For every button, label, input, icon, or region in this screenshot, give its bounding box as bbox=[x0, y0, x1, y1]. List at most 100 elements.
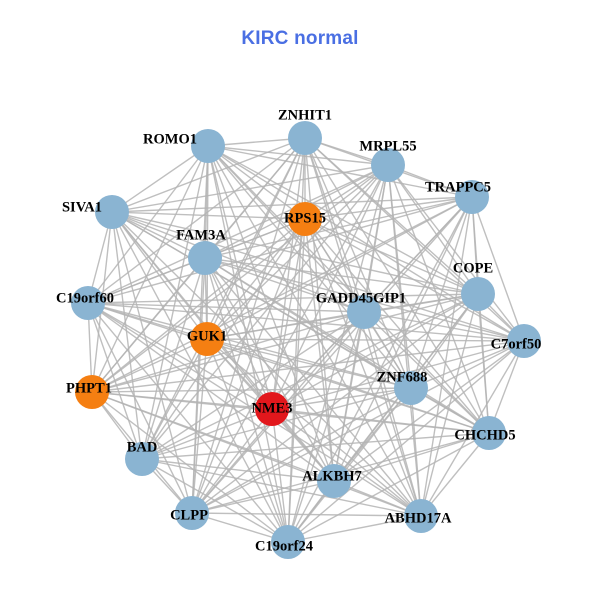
graph-edge bbox=[91, 391, 289, 543]
graph-edge bbox=[111, 211, 143, 460]
graph-node-label-c19orf24: C19orf24 bbox=[255, 538, 313, 554]
graph-edge bbox=[204, 196, 473, 259]
graph-edge bbox=[111, 211, 306, 220]
graph-node-label-trappc5: TRAPPC5 bbox=[425, 179, 491, 195]
graph-edge bbox=[204, 257, 479, 295]
graph-edge bbox=[191, 512, 422, 517]
graph-edge bbox=[304, 137, 490, 434]
graph-edge bbox=[304, 218, 335, 482]
graph-edge bbox=[420, 196, 473, 517]
graph-node-label-bad: BAD bbox=[127, 439, 158, 455]
graph-edge bbox=[141, 458, 289, 543]
graph-edge bbox=[207, 145, 306, 220]
graph-node-label-romo1: ROMO1 bbox=[143, 131, 197, 147]
graph-node-label-guk1: GUK1 bbox=[187, 328, 227, 344]
graph-node-trappc5[interactable] bbox=[455, 180, 489, 214]
graph-edge bbox=[333, 432, 490, 482]
graph-edge bbox=[91, 391, 422, 517]
graph-node-guk1[interactable] bbox=[190, 322, 224, 356]
graph-node-alkbh7[interactable] bbox=[317, 464, 351, 498]
graph-edge bbox=[304, 137, 412, 389]
graph-node-label-siva1: SIVA1 bbox=[62, 199, 102, 215]
graph-edge bbox=[111, 164, 389, 213]
graph-edge bbox=[141, 458, 335, 482]
graph-edge bbox=[111, 211, 289, 543]
graph-edge bbox=[410, 196, 473, 389]
graph-edge bbox=[206, 338, 412, 389]
graph-node-bad[interactable] bbox=[125, 442, 159, 476]
graph-node-label-nme3: NME3 bbox=[251, 400, 292, 416]
graph-node-fam3a[interactable] bbox=[188, 241, 222, 275]
graph-node-label-znf688: ZNF688 bbox=[377, 369, 428, 385]
graph-node-siva1[interactable] bbox=[95, 195, 129, 229]
graph-edge bbox=[204, 257, 422, 517]
graph-node-znf688[interactable] bbox=[394, 371, 428, 405]
graph-node-mrpl55[interactable] bbox=[371, 148, 405, 182]
graph-node-romo1[interactable] bbox=[191, 129, 225, 163]
graph-node-c7orf50[interactable] bbox=[507, 324, 541, 358]
graph-edge bbox=[387, 164, 490, 434]
graph-edge bbox=[111, 211, 525, 342]
graph-edge bbox=[207, 145, 389, 166]
graph-edge bbox=[91, 196, 473, 393]
graph-edge bbox=[191, 338, 208, 514]
graph-node-label-gadd45gip1: GADD45GIP1 bbox=[316, 290, 406, 306]
graph-edge bbox=[271, 408, 490, 434]
graph-edge bbox=[87, 145, 209, 304]
graph-edge bbox=[287, 164, 389, 543]
graph-node-abhd17a[interactable] bbox=[404, 499, 438, 533]
graph-edge bbox=[91, 340, 525, 393]
graph-node-label-phpt1: PHPT1 bbox=[66, 380, 112, 396]
node-layer bbox=[71, 121, 541, 559]
graph-edge bbox=[87, 164, 389, 304]
graph-edge bbox=[287, 311, 365, 543]
graph-edge bbox=[420, 340, 525, 517]
graph-edge bbox=[111, 145, 209, 213]
graph-edge bbox=[287, 432, 490, 543]
graph-edge bbox=[87, 302, 289, 543]
label-layer: ZNHIT1 ROMO1 MRPL55 TRAPPC5 SIVA1 RPS15 FAM3A C… bbox=[56, 107, 541, 554]
graph-node-gadd45gip1[interactable] bbox=[347, 295, 381, 329]
graph-node-c19orf60[interactable] bbox=[71, 286, 105, 320]
graph-node-label-c7orf50: C7orf50 bbox=[491, 336, 542, 352]
graph-edge bbox=[91, 338, 208, 393]
graph-node-phpt1[interactable] bbox=[75, 375, 109, 409]
graph-edge bbox=[191, 340, 525, 514]
graph-node-chchd5[interactable] bbox=[472, 416, 506, 450]
page-title: KIRC normal bbox=[241, 28, 359, 49]
graph-node-label-abhd17a: ABHD17A bbox=[385, 510, 452, 526]
graph-edge bbox=[207, 145, 473, 198]
graph-edge bbox=[363, 311, 490, 434]
graph-edge bbox=[387, 164, 479, 295]
graph-edge bbox=[387, 164, 525, 342]
graph-edge bbox=[141, 145, 209, 460]
graph-edge bbox=[207, 145, 412, 389]
graph-edge bbox=[91, 257, 206, 393]
graph-edge bbox=[304, 196, 473, 220]
graph-edge bbox=[207, 145, 365, 313]
graph-edge bbox=[141, 432, 490, 460]
graph-node-label-mrpl55: MRPL55 bbox=[359, 138, 416, 154]
graph-edge bbox=[87, 302, 422, 517]
graph-edge bbox=[333, 196, 473, 482]
graph-node-znhit1[interactable] bbox=[288, 121, 322, 155]
graph-node-nme3[interactable] bbox=[255, 392, 289, 426]
graph-node-clpp[interactable] bbox=[175, 496, 209, 530]
graph-node-label-fam3a: FAM3A bbox=[176, 227, 226, 243]
graph-edge bbox=[287, 218, 306, 543]
graph-edge bbox=[111, 196, 473, 213]
graph-node-rps15[interactable] bbox=[288, 202, 322, 236]
graph-edge bbox=[271, 387, 412, 410]
graph-edge bbox=[333, 340, 525, 482]
graph-edge bbox=[191, 480, 335, 514]
graph-edge bbox=[207, 145, 289, 543]
graph-node-label-clpp: CLPP bbox=[170, 507, 208, 523]
graph-node-c19orf24[interactable] bbox=[271, 525, 305, 559]
graph-edge bbox=[91, 311, 365, 393]
graph-edge bbox=[206, 338, 422, 517]
graph-edge bbox=[287, 340, 525, 543]
graph-node-cope[interactable] bbox=[461, 277, 495, 311]
graph-edge bbox=[191, 293, 479, 514]
